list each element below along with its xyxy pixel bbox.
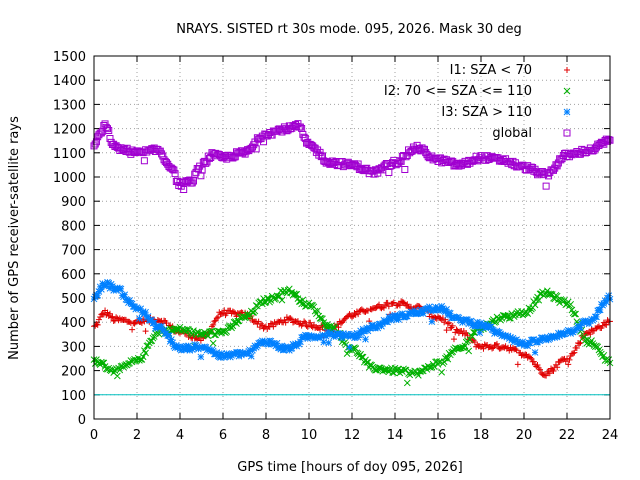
x-tick-label-12: 12 [344, 428, 361, 443]
y-tick-label-800: 800 [61, 219, 86, 234]
series-global [90, 120, 614, 193]
y-tick-label-600: 600 [61, 268, 86, 283]
x-tick-label-14: 14 [387, 428, 404, 443]
chart-title: NRAYS. SISTED rt 30s mode. 095, 2026. Ma… [176, 22, 522, 37]
plot-frame [93, 55, 611, 420]
y-tick-label-1500: 1500 [53, 50, 86, 65]
y-tick-label-1200: 1200 [53, 123, 86, 138]
y-tick-label-100: 100 [61, 389, 86, 404]
x-tick-label-10: 10 [301, 428, 318, 443]
y-tick-label-300: 300 [61, 340, 86, 355]
legend-marker-i1-sza-70 [564, 67, 570, 73]
y-tick-label-700: 700 [61, 244, 86, 259]
y-tick-label-1100: 1100 [53, 147, 86, 162]
x-tick-label-2: 2 [133, 428, 141, 443]
legend-marker-i2-70-sza-110 [563, 87, 571, 95]
grid [94, 56, 610, 419]
y-tick-label-0: 0 [78, 413, 86, 428]
x-tick-label-24: 24 [602, 428, 619, 443]
legend-marker-i3-sza-110 [563, 108, 571, 116]
legend-label-i2-70-sza-110: I2: 70 <= SZA <= 110 [384, 84, 532, 99]
x-tick-label-22: 22 [559, 428, 576, 443]
x-tick-label-16: 16 [430, 428, 447, 443]
legend-label-i1-sza-70: I1: SZA < 70 [450, 63, 532, 78]
legend-label-global: global [492, 126, 532, 141]
x-tick-label-4: 4 [176, 428, 184, 443]
legend: I1: SZA < 70 I2: 70 <= SZA <= 110 I3: SZA … [384, 63, 571, 141]
axes: 0100200300400500600700800900100011001200… [53, 50, 618, 443]
legend-marker-global [563, 129, 571, 137]
y-tick-label-1300: 1300 [53, 98, 86, 113]
series-points-global [90, 120, 614, 193]
x-tick-label-20: 20 [516, 428, 533, 443]
x-tick-label-18: 18 [473, 428, 490, 443]
y-tick-label-900: 900 [61, 195, 86, 210]
x-axis-label: GPS time [hours of doy 095, 2026] [237, 460, 462, 475]
y-tick-label-1400: 1400 [53, 74, 86, 89]
y-tick-label-500: 500 [61, 292, 86, 307]
x-tick-label-6: 6 [219, 428, 227, 443]
data-points [90, 120, 614, 396]
y-tick-label-1000: 1000 [53, 171, 86, 186]
x-tick-label-0: 0 [90, 428, 98, 443]
y-tick-label-400: 400 [61, 316, 86, 331]
x-tick-label-8: 8 [262, 428, 270, 443]
legend-label-i3-sza-110: I3: SZA > 110 [441, 105, 532, 120]
y-axis-label: Number of GPS receiver-satellite rays [7, 116, 22, 360]
y-tick-label-200: 200 [61, 365, 86, 380]
